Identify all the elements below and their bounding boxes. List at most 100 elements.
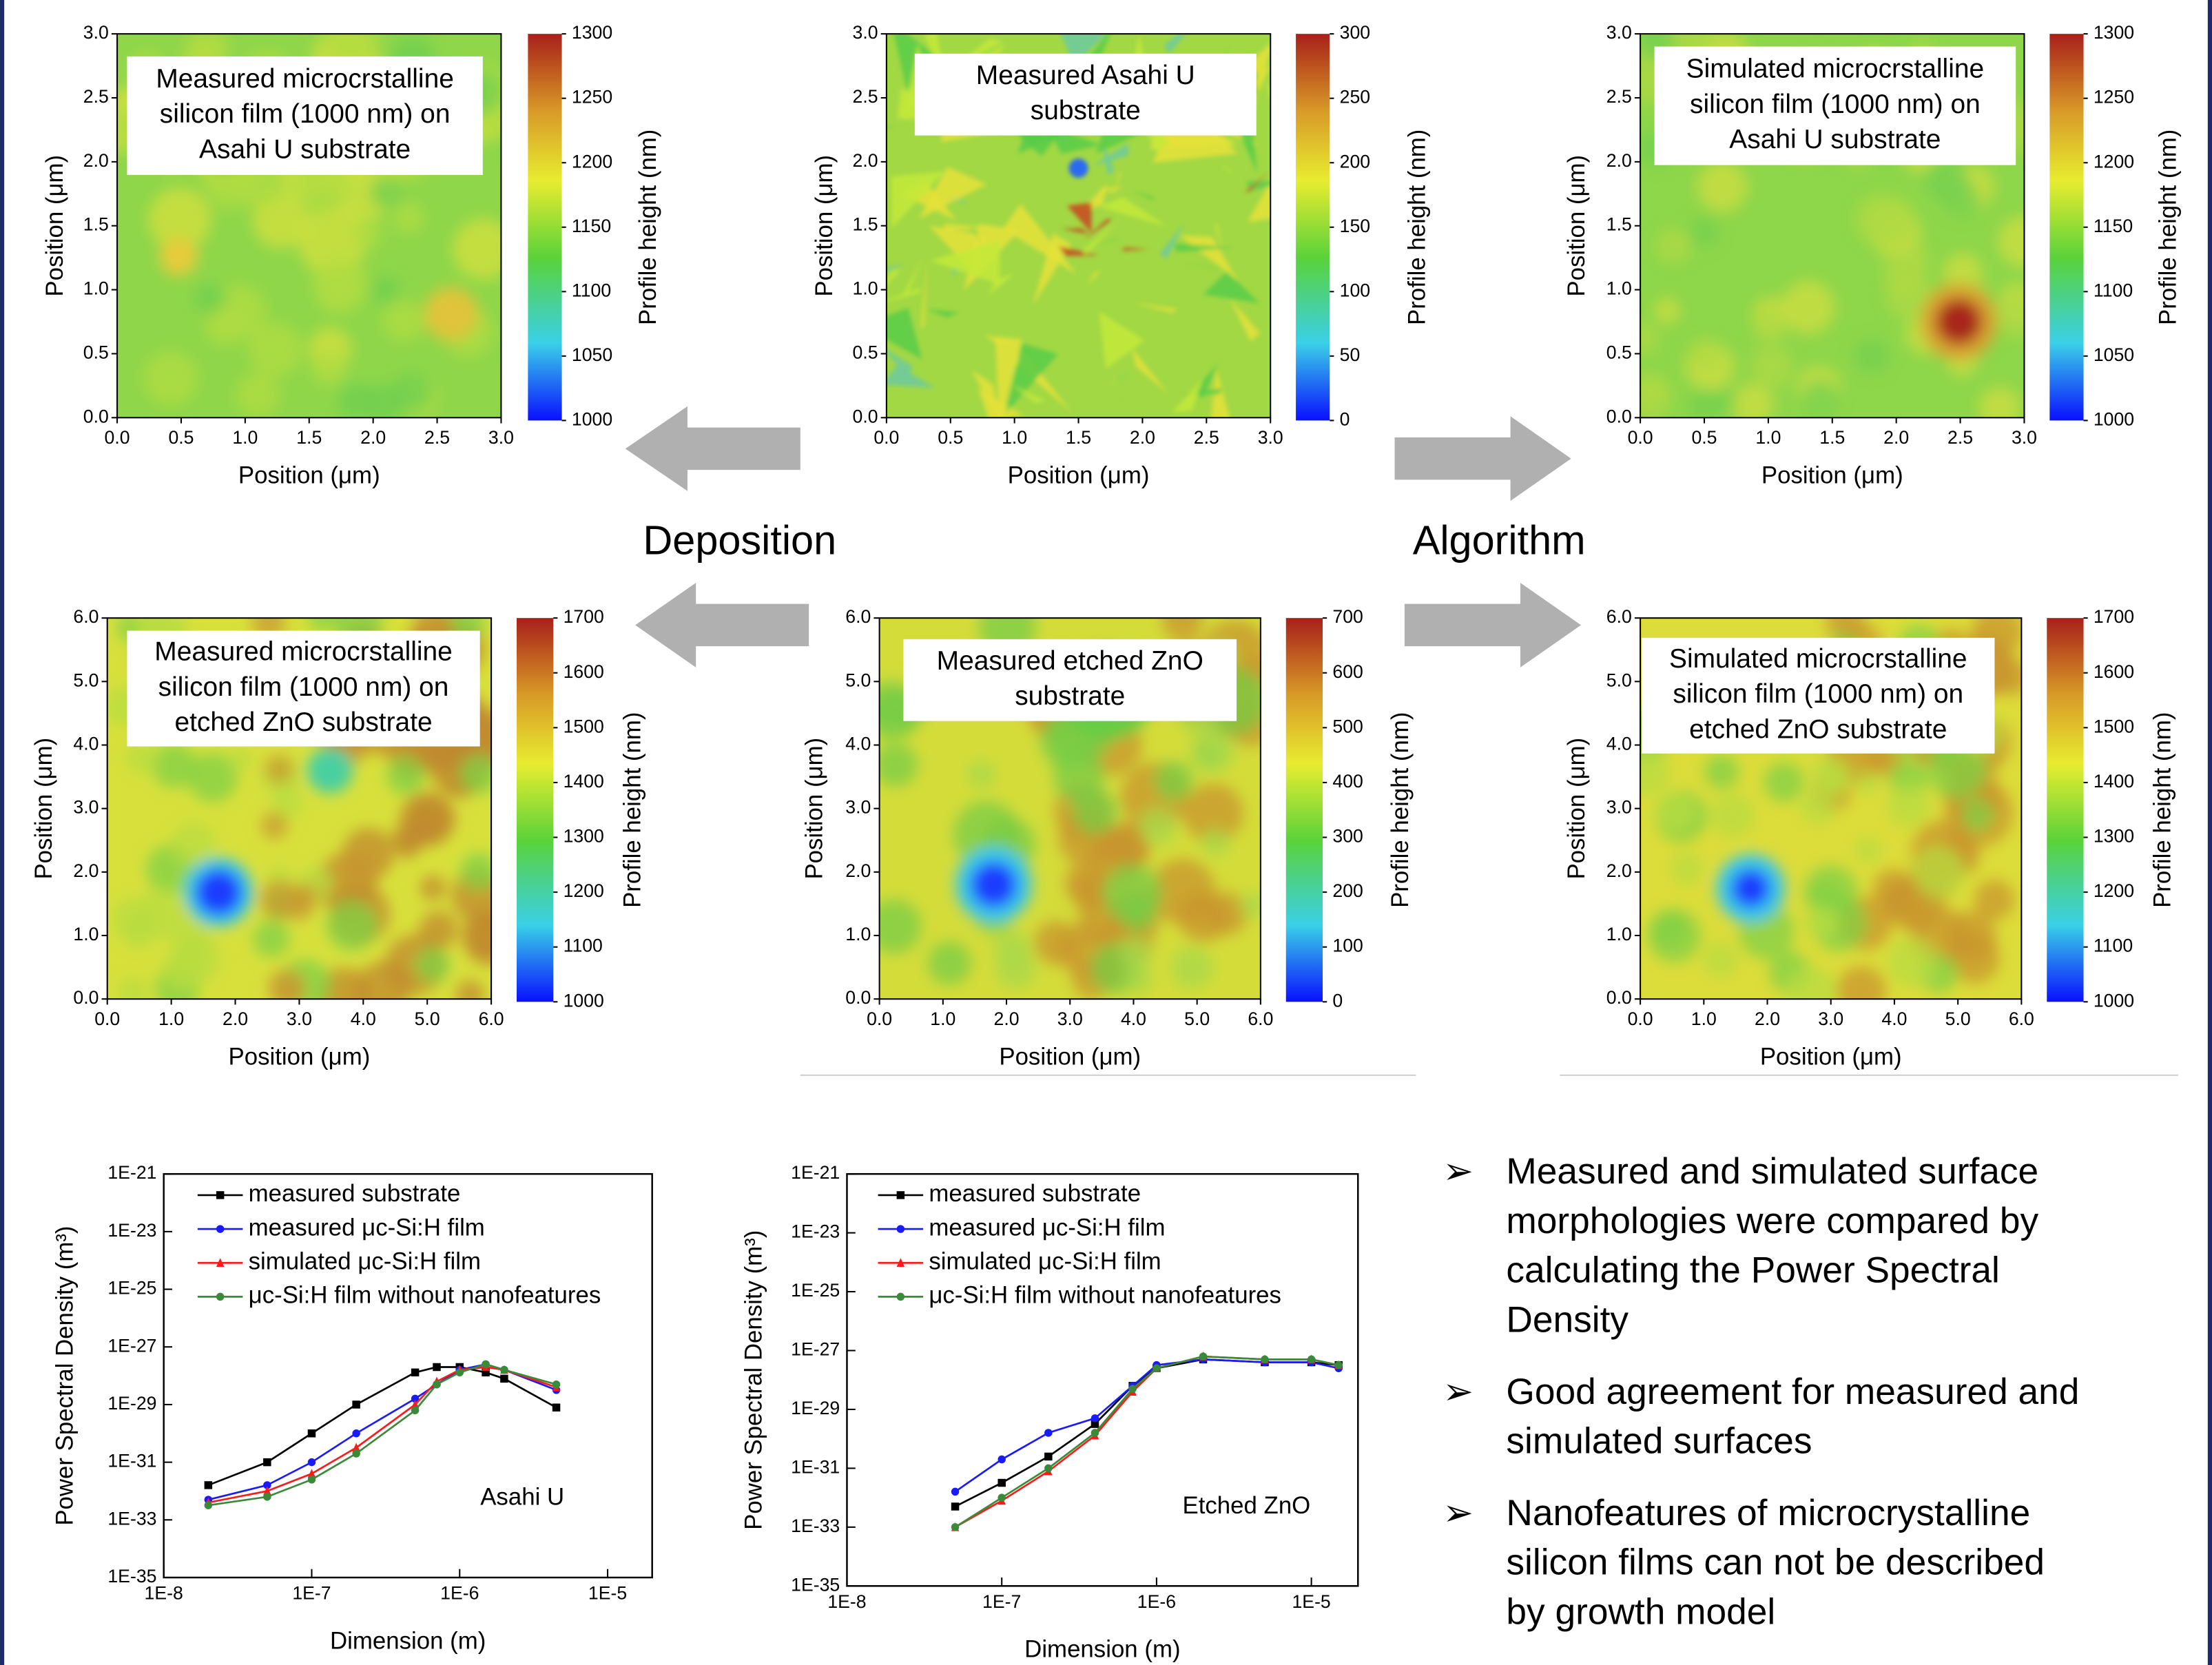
y-tick-label: 1E-35: [107, 1566, 156, 1586]
surface-grain: [1688, 389, 1721, 418]
surface-grain: [1654, 298, 1680, 324]
surface-grain: [1731, 383, 1775, 418]
marker: [307, 1476, 316, 1484]
surface-facet: [1132, 348, 1168, 394]
title-box: [903, 639, 1237, 721]
colorbar-tick-label: 1000: [564, 990, 604, 1011]
surface-grain: [993, 929, 1031, 968]
colorbar-tick-label: 0: [1332, 990, 1343, 1011]
colorbar-tick-label: 0: [1340, 409, 1350, 429]
marker: [482, 1360, 490, 1369]
y-tick-label: 3.0: [1606, 22, 1632, 43]
y-tick-label: 1E-23: [107, 1220, 156, 1241]
y-axis-label: Power Spectral Density (m³): [52, 1226, 79, 1526]
surface-grain: [1887, 937, 1938, 987]
surface-facet: [1121, 247, 1149, 251]
title-box: [914, 53, 1257, 136]
colorbar-tick-label: 1400: [2094, 771, 2134, 792]
label: Deposition: [643, 517, 836, 563]
x-tick-label: 0.5: [938, 427, 963, 448]
surface-facet: [1133, 302, 1178, 313]
surface-grain: [315, 269, 358, 313]
surface-facet: [1174, 243, 1235, 252]
map-title: silicon film (1000 nm) on: [160, 99, 451, 129]
x-tick-label: 0.0: [1628, 427, 1653, 448]
colorbar-tick-label: 200: [1340, 151, 1370, 172]
colorbar-tick-label: 1050: [572, 344, 612, 365]
surface-grain: [1655, 792, 1695, 832]
bullet-arrow: ➢: [1443, 1151, 1474, 1192]
colorbar-tick-label: 1400: [564, 771, 604, 792]
x-tick-label: 1.0: [1755, 427, 1781, 448]
y-tick-label: 3.0: [83, 22, 109, 43]
surface-grain: [1801, 380, 1839, 417]
marker: [1044, 1452, 1053, 1461]
marker: [352, 1429, 360, 1438]
y-tick-label: 0.0: [853, 406, 878, 426]
x-axis-label: Position (μm): [229, 1043, 371, 1070]
y-tick-label: 3.0: [1606, 797, 1632, 818]
surface-grain: [369, 177, 402, 209]
colorbar-tick-label: 1300: [2094, 826, 2134, 847]
y-tick-label: 3.0: [853, 22, 878, 43]
colorbar-tick-label: 1050: [2094, 344, 2134, 365]
surface-grain: [1161, 618, 1203, 641]
colorbar-tick-label: 1600: [564, 661, 604, 682]
marker: [1044, 1464, 1053, 1473]
y-tick-label: 2.0: [73, 860, 99, 881]
colorbar-label: Profile height (nm): [2149, 712, 2176, 908]
colorbar-label: Profile height (nm): [1387, 712, 1414, 908]
surface-facet: [988, 273, 1015, 296]
surface-facet: [1164, 34, 1186, 54]
x-axis-label: Dimension (m): [330, 1627, 486, 1654]
x-tick-label: 0.0: [1628, 1009, 1653, 1029]
x-tick-label: 1.0: [1002, 427, 1027, 448]
x-tick-label: 1.5: [296, 427, 322, 448]
marker: [998, 1493, 1006, 1502]
marker: [1152, 1364, 1161, 1372]
surface-facet: [1217, 161, 1233, 173]
bullet-text: silicon films can not be described: [1506, 1542, 2045, 1583]
colorbar-tick-label: 1200: [564, 880, 604, 901]
marker: [1091, 1429, 1099, 1437]
arrow: [635, 582, 809, 668]
y-axis-label: Position (μm): [30, 738, 57, 880]
bullet-text: Nanofeatures of microcrystalline: [1506, 1493, 2030, 1533]
surface-grain: [927, 941, 972, 985]
marker: [263, 1481, 271, 1489]
surface-facet: [886, 127, 896, 129]
bullet-text: Density: [1506, 1299, 1629, 1340]
map-title: Simulated microcrstalline: [1686, 54, 1985, 84]
surface-grain: [1119, 896, 1155, 931]
marker: [263, 1458, 271, 1467]
surface-grain: [1786, 966, 1837, 1000]
surface-grain: [271, 785, 304, 818]
surface-facet: [886, 307, 922, 360]
x-tick-label: 1.5: [1819, 427, 1845, 448]
x-tick-label: 6.0: [1248, 1009, 1273, 1029]
surface-grain: [1883, 251, 1925, 293]
x-tick-label: 4.0: [1121, 1009, 1146, 1029]
colorbar-tick-label: 1300: [564, 826, 604, 847]
y-tick-label: 1.0: [73, 924, 99, 944]
surface-grain: [1170, 946, 1214, 989]
surface-feature: [1936, 298, 1983, 345]
surface-grain: [235, 373, 280, 418]
legend-label: simulated μc-Si:H film: [249, 1248, 481, 1274]
surface-grain: [1887, 783, 1931, 827]
surface-grain: [453, 218, 502, 280]
y-tick-label: 5.0: [845, 670, 871, 690]
colorbar-tick-label: 1700: [564, 606, 604, 627]
marker: [216, 1292, 225, 1301]
y-axis-label: Position (μm): [41, 155, 68, 297]
x-tick-label: 1E-6: [440, 1583, 479, 1604]
y-tick-label: 2.0: [1606, 150, 1632, 171]
surface-facet: [1012, 385, 1046, 404]
x-tick-label: 1E-5: [588, 1583, 627, 1604]
x-tick-label: 5.0: [1184, 1009, 1210, 1029]
bullet-arrow: ➢: [1443, 1372, 1474, 1412]
y-tick-label: 1E-21: [791, 1162, 840, 1183]
marker: [433, 1363, 441, 1372]
x-tick-label: 1.0: [1691, 1009, 1717, 1029]
colorbar-label: Profile height (nm): [2155, 130, 2182, 325]
